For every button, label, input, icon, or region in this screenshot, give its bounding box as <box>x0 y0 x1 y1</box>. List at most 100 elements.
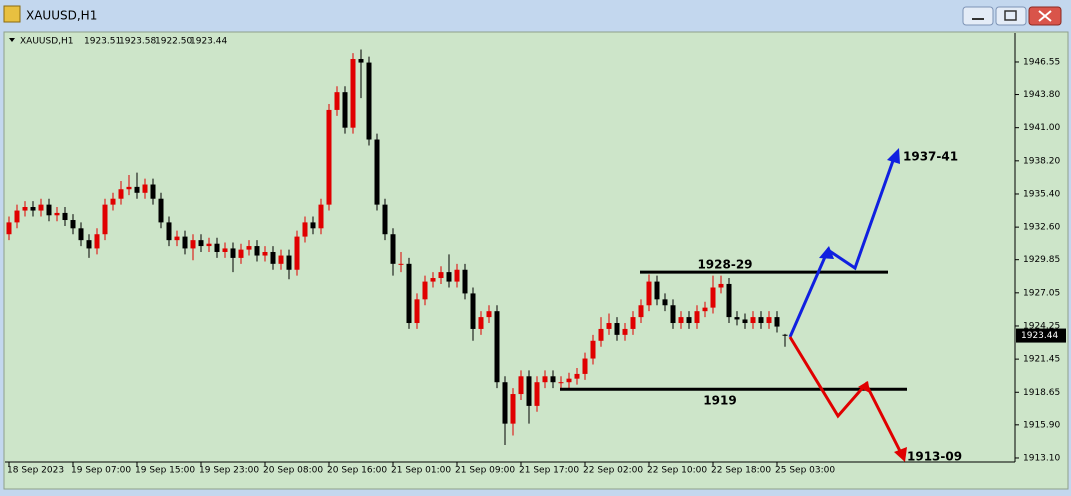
close-label: 1923.44 <box>190 37 227 47</box>
candle-body <box>278 255 284 264</box>
x-tick-label: 18 Sep 2023 <box>7 466 64 476</box>
candle-body <box>54 212 60 216</box>
candle-body <box>126 186 132 190</box>
candle-body <box>582 358 588 374</box>
x-tick-label: 25 Sep 03:00 <box>775 466 835 476</box>
candle-body <box>702 307 708 312</box>
candle-body <box>230 248 236 258</box>
candle-body <box>558 382 564 384</box>
x-tick-label: 21 Sep 01:00 <box>391 466 451 476</box>
candle-body <box>158 198 164 223</box>
bear-arrowhead <box>858 381 870 393</box>
candle-body <box>62 212 68 221</box>
y-tick-label: 1927.05 <box>1023 288 1060 298</box>
candle-body <box>142 184 148 193</box>
candle-body <box>606 323 612 329</box>
candle-body <box>598 328 604 341</box>
high-label: 1923.58 <box>119 37 156 47</box>
candle-body <box>502 382 508 424</box>
candle-body <box>366 62 372 140</box>
candle-body <box>542 376 548 383</box>
app-icon <box>3 5 21 23</box>
candle-body <box>118 189 124 199</box>
candle-body <box>206 243 212 247</box>
candle-body <box>726 283 732 318</box>
candle-body <box>526 376 532 406</box>
bear-arrowhead <box>894 447 907 462</box>
x-tick-label: 20 Sep 08:00 <box>263 466 323 476</box>
candle-body <box>182 236 188 249</box>
candle-body <box>438 272 444 279</box>
candle-body <box>430 278 436 282</box>
forecast-arrows: 1937-41 1913-09 <box>788 148 962 464</box>
candle-body <box>630 317 636 329</box>
candle-body <box>494 311 500 383</box>
candle-body <box>166 222 172 241</box>
low-label: 1922.50 <box>155 37 192 47</box>
candle-body <box>286 255 292 270</box>
price-tag-label: 1923.44 <box>1021 331 1058 341</box>
candle-body <box>590 340 596 359</box>
candle-body <box>718 283 724 288</box>
y-tick-label: 1932.60 <box>1023 223 1060 233</box>
candle-body <box>246 246 252 250</box>
restore-icon <box>1004 10 1017 21</box>
x-tick-label: 22 Sep 02:00 <box>583 466 643 476</box>
candle-body <box>398 263 404 265</box>
y-tick-label: 1938.20 <box>1023 156 1060 166</box>
minimize-button[interactable] <box>962 6 994 26</box>
candle-body <box>678 317 684 324</box>
bull-arrowhead <box>887 148 900 164</box>
bull-arrow <box>788 154 897 338</box>
candle-body <box>294 236 300 270</box>
y-tick-label: 1935.40 <box>1023 189 1060 199</box>
candle-body <box>750 317 756 324</box>
candle-body <box>334 92 340 110</box>
window-buttons[interactable] <box>962 6 1062 26</box>
candle-body <box>638 305 644 318</box>
candle-body <box>382 204 388 235</box>
candle-body <box>94 234 100 249</box>
restore-button[interactable] <box>995 6 1027 26</box>
y-tick-label: 1946.55 <box>1023 57 1060 67</box>
candle-body <box>614 323 620 335</box>
x-tick-label: 19 Sep 23:00 <box>199 466 259 476</box>
candle-body <box>654 281 660 300</box>
bear-arrow <box>788 336 904 456</box>
candle-body <box>742 319 748 324</box>
y-tick-label: 1918.65 <box>1023 388 1060 398</box>
y-tick-label: 1941.00 <box>1023 123 1060 133</box>
window-title: XAUUSD,H1 <box>26 9 97 23</box>
candle-body <box>510 394 516 424</box>
candle-body <box>774 317 780 327</box>
candle-body <box>670 305 676 324</box>
candle-body <box>318 204 324 229</box>
candle-body <box>518 376 524 395</box>
candle-body <box>446 272 452 282</box>
candle-body <box>254 246 260 256</box>
candle-body <box>198 240 204 247</box>
y-tick-label: 1913.10 <box>1023 453 1060 463</box>
y-tick-label: 1943.80 <box>1023 90 1060 100</box>
target-label: 1937-41 <box>903 150 958 164</box>
x-tick-label: 21 Sep 17:00 <box>519 466 579 476</box>
candle-body <box>270 251 276 264</box>
candle-body <box>38 204 44 211</box>
candle-body <box>174 236 180 241</box>
close-icon <box>1038 10 1052 22</box>
candle-body <box>550 376 556 383</box>
candle-body <box>46 204 52 216</box>
candle-body <box>150 184 156 199</box>
candle-body <box>534 382 540 406</box>
candle-body <box>566 378 572 383</box>
y-tick-label: 1929.85 <box>1023 255 1060 265</box>
candle-body <box>470 293 476 329</box>
target-label: 1913-09 <box>907 450 962 464</box>
candle-body <box>646 281 652 306</box>
x-tick-label: 19 Sep 15:00 <box>135 466 195 476</box>
candle-body <box>686 317 692 324</box>
x-tick-label: 19 Sep 07:00 <box>71 466 131 476</box>
candle-body <box>110 198 116 205</box>
bull-arrowhead <box>819 246 834 259</box>
candle-body <box>214 243 220 252</box>
